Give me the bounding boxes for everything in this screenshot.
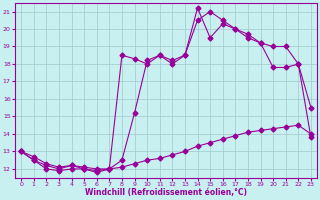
X-axis label: Windchill (Refroidissement éolien,°C): Windchill (Refroidissement éolien,°C) — [85, 188, 247, 197]
